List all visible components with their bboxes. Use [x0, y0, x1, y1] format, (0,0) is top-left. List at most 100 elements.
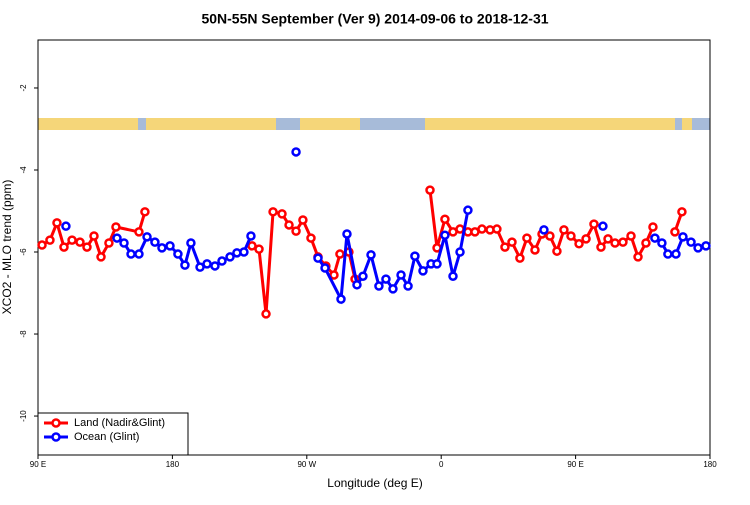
- data-point: [432, 259, 442, 269]
- y-tick-label: -8: [19, 330, 28, 338]
- data-point: [633, 252, 643, 262]
- data-point: [440, 230, 450, 240]
- x-tick-label: 90 E: [30, 460, 46, 469]
- data-point: [119, 238, 129, 248]
- data-point: [677, 207, 687, 217]
- data-point: [374, 281, 384, 291]
- data-point: [671, 249, 681, 259]
- data-point: [566, 231, 576, 241]
- land-band: [38, 118, 138, 130]
- data-point: [140, 207, 150, 217]
- data-point: [418, 266, 428, 276]
- y-tick-label: -6: [19, 248, 28, 256]
- data-point: [67, 235, 77, 245]
- data-point: [89, 231, 99, 241]
- data-point: [693, 243, 703, 253]
- data-point: [463, 205, 473, 215]
- data-point: [448, 271, 458, 281]
- data-point: [589, 219, 599, 229]
- data-point: [335, 249, 345, 259]
- x-tick-label: 180: [166, 460, 180, 469]
- data-point: [530, 245, 540, 255]
- data-point: [358, 271, 368, 281]
- legend-label: Ocean (Glint): [74, 431, 139, 443]
- data-point: [403, 281, 413, 291]
- data-point: [126, 249, 136, 259]
- data-point: [180, 260, 190, 270]
- data-point: [641, 238, 651, 248]
- data-point: [82, 242, 92, 252]
- data-point: [455, 247, 465, 257]
- data-point: [195, 262, 205, 272]
- data-point: [157, 243, 167, 253]
- data-point: [75, 237, 85, 247]
- data-point: [574, 239, 584, 249]
- x-axis-label: Longitude (deg E): [327, 476, 422, 490]
- data-point: [277, 209, 287, 219]
- x-tick-label: 180: [703, 460, 717, 469]
- data-point: [306, 233, 316, 243]
- data-point: [45, 235, 55, 245]
- data-point: [111, 222, 121, 232]
- data-point: [37, 240, 47, 250]
- data-point: [701, 241, 711, 251]
- data-point: [657, 238, 667, 248]
- legend-marker: [51, 432, 61, 442]
- data-point: [492, 224, 502, 234]
- legend: Land (Nadir&Glint) Ocean (Glint): [37, 412, 189, 456]
- data-point: [217, 256, 227, 266]
- data-point: [381, 274, 391, 284]
- x-tick-label: 0: [439, 460, 444, 469]
- data-point: [165, 241, 175, 251]
- data-point: [618, 237, 628, 247]
- data-point: [522, 233, 532, 243]
- y-axis-label: XCO2 - MLO trend (ppm): [0, 180, 14, 315]
- data-point: [352, 280, 362, 290]
- data-point: [247, 241, 257, 251]
- data-point: [210, 261, 220, 271]
- x-tick-label: 90 E: [567, 460, 583, 469]
- data-point: [581, 234, 591, 244]
- legend-label: Land (Nadir&Glint): [74, 417, 165, 429]
- data-point: [268, 207, 278, 217]
- data-point: [254, 244, 264, 254]
- data-point: [626, 231, 636, 241]
- data-point: [291, 226, 301, 236]
- x-tick-label: 90 W: [297, 460, 316, 469]
- data-point: [559, 225, 569, 235]
- data-point: [134, 227, 144, 237]
- land-band: [425, 118, 675, 130]
- data-point: [663, 249, 673, 259]
- data-point: [52, 218, 62, 228]
- data-point: [134, 249, 144, 259]
- data-point: [261, 309, 271, 319]
- data-point: [603, 234, 613, 244]
- data-point: [59, 242, 69, 252]
- data-point: [477, 224, 487, 234]
- land-band: [146, 118, 276, 130]
- data-point: [173, 249, 183, 259]
- data-point: [202, 259, 212, 269]
- data-point: [112, 233, 122, 243]
- chart-title: 50N-55N September (Ver 9) 2014-09-06 to …: [201, 11, 548, 27]
- data-point: [104, 238, 114, 248]
- data-point: [186, 238, 196, 248]
- data-point: [500, 242, 510, 252]
- land-band: [682, 118, 692, 130]
- data-point: [686, 237, 696, 247]
- data-point: [313, 253, 323, 263]
- data-point: [670, 227, 680, 237]
- data-point: [678, 232, 688, 242]
- data-point: [410, 251, 420, 261]
- data-point: [539, 225, 549, 235]
- data-point: [96, 252, 106, 262]
- data-point: [142, 232, 152, 242]
- data-point: [596, 242, 606, 252]
- data-point: [610, 238, 620, 248]
- data-point: [388, 284, 398, 294]
- data-point: [246, 231, 256, 241]
- data-point: [425, 185, 435, 195]
- land-band: [300, 118, 360, 130]
- legend-box: [37, 412, 189, 456]
